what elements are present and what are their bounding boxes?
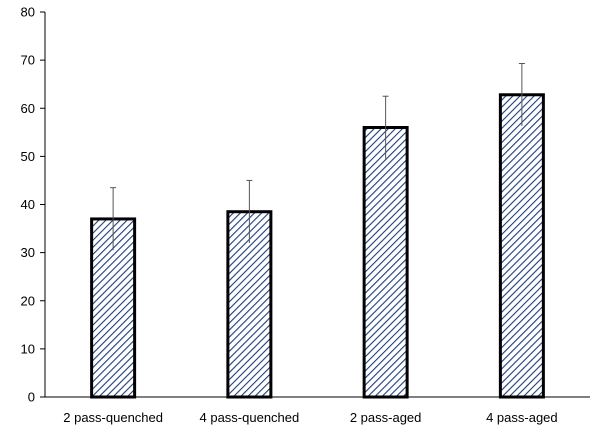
x-tick-label: 4 pass-aged xyxy=(486,410,558,425)
x-tick-label: 4 pass-quenched xyxy=(200,410,300,425)
y-tick-label: 60 xyxy=(21,101,35,116)
bar xyxy=(362,126,409,399)
y-axis-ticks: 0 10 20 30 40 50 60 70 80 xyxy=(21,5,45,405)
x-tick-label: 2 pass-aged xyxy=(350,410,422,425)
bar xyxy=(498,93,545,399)
y-tick-label: 0 xyxy=(28,390,35,405)
y-tick-label: 20 xyxy=(21,293,35,308)
y-tick-label: 50 xyxy=(21,149,35,164)
y-tick-label: 40 xyxy=(21,197,35,212)
x-tick-label: 2 pass-quenched xyxy=(63,410,163,425)
bars xyxy=(90,93,545,399)
y-tick-label: 70 xyxy=(21,53,35,68)
y-tick-label: 30 xyxy=(21,245,35,260)
y-tick-label: 80 xyxy=(21,5,35,20)
x-axis-labels: 2 pass-quenched 4 pass-quenched 2 pass-age… xyxy=(63,410,557,425)
error-bars xyxy=(110,62,525,251)
y-tick-label: 10 xyxy=(21,341,35,356)
